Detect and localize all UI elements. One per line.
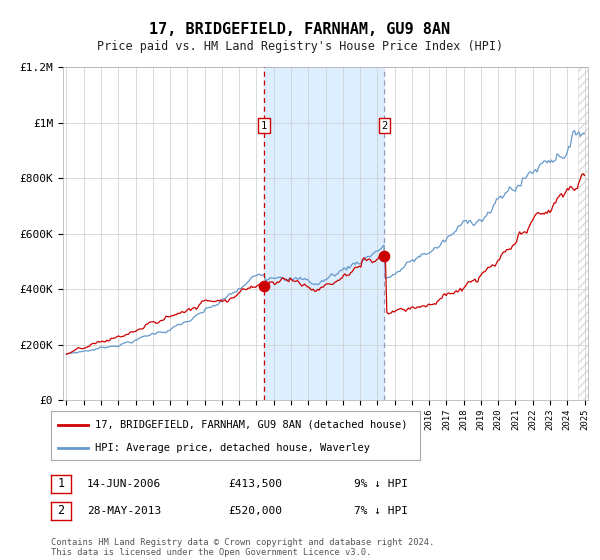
Text: 14-JUN-2006: 14-JUN-2006 xyxy=(87,479,161,489)
Text: 1: 1 xyxy=(58,477,64,491)
Text: £520,000: £520,000 xyxy=(228,506,282,516)
Text: 28-MAY-2013: 28-MAY-2013 xyxy=(87,506,161,516)
Text: 17, BRIDGEFIELD, FARNHAM, GU9 8AN (detached house): 17, BRIDGEFIELD, FARNHAM, GU9 8AN (detac… xyxy=(95,420,408,430)
Text: 17, BRIDGEFIELD, FARNHAM, GU9 8AN: 17, BRIDGEFIELD, FARNHAM, GU9 8AN xyxy=(149,22,451,38)
Text: HPI: Average price, detached house, Waverley: HPI: Average price, detached house, Wave… xyxy=(95,443,370,453)
Point xyxy=(259,281,269,290)
Bar xyxy=(264,67,385,400)
Text: Price paid vs. HM Land Registry's House Price Index (HPI): Price paid vs. HM Land Registry's House … xyxy=(97,40,503,53)
Text: 1: 1 xyxy=(261,120,268,130)
Text: Contains HM Land Registry data © Crown copyright and database right 2024.
This d: Contains HM Land Registry data © Crown c… xyxy=(51,538,434,557)
Text: 9% ↓ HPI: 9% ↓ HPI xyxy=(354,479,408,489)
Text: 2: 2 xyxy=(58,504,64,517)
Text: 2: 2 xyxy=(381,120,388,130)
Bar xyxy=(578,67,588,400)
Point xyxy=(380,251,389,260)
Text: 7% ↓ HPI: 7% ↓ HPI xyxy=(354,506,408,516)
Text: £413,500: £413,500 xyxy=(228,479,282,489)
